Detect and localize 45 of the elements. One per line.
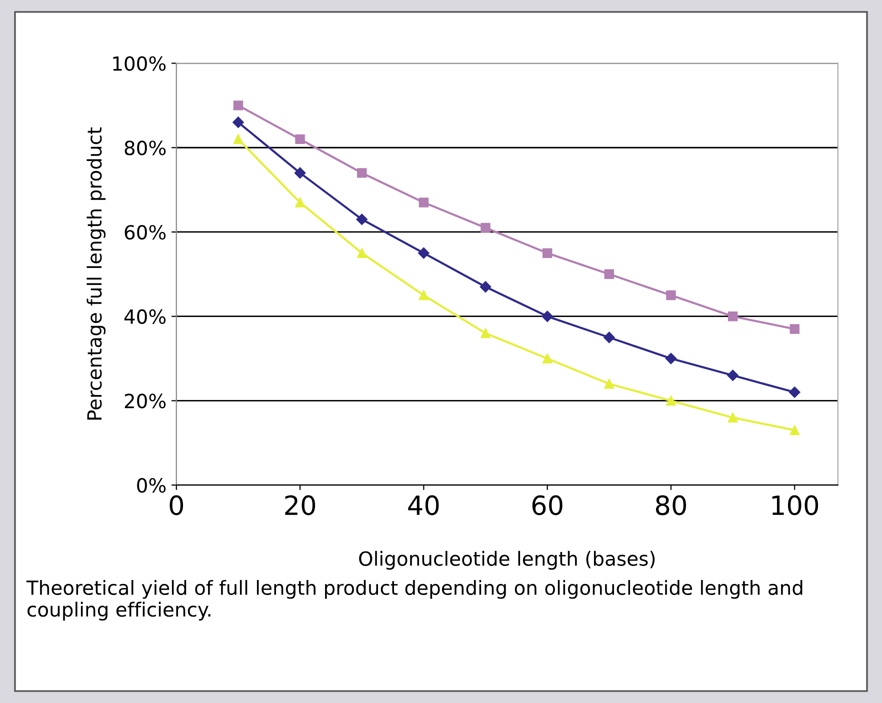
point: [480, 222, 490, 233]
point: [418, 290, 429, 300]
point: [727, 370, 738, 382]
point: [666, 396, 676, 406]
y-tick-label: 100%: [113, 56, 166, 71]
point: [790, 324, 800, 334]
y-tick-label: 40%: [124, 309, 166, 324]
y-tick-label: 80%: [124, 140, 166, 156]
point: [666, 290, 676, 300]
point: [542, 354, 552, 364]
point: [604, 269, 614, 280]
point: [418, 198, 429, 208]
point: [728, 412, 738, 422]
point: [665, 352, 677, 364]
point: [728, 311, 738, 322]
y-tick-label: 60%: [124, 224, 166, 240]
point: [542, 248, 552, 258]
x-tick-label: 20: [285, 495, 316, 516]
y-axis-title: Percentage full length product: [86, 127, 106, 420]
point: [604, 378, 614, 389]
point: [233, 134, 244, 144]
text: Theoretical yield of full length product depending on oligonucleotide length and coupling efficiency.: [26, 580, 802, 621]
point: [356, 214, 368, 225]
point: [789, 386, 800, 398]
point: [480, 328, 490, 338]
point: [232, 116, 244, 128]
point: [233, 100, 244, 110]
x-tick-label: 40: [408, 495, 439, 516]
x-tick-label: 60: [532, 495, 562, 516]
point: [294, 167, 306, 179]
point: [418, 247, 430, 259]
x-axis-title: Oligonucleotide length (bases): [359, 550, 655, 570]
point: [357, 248, 367, 258]
point: [295, 134, 305, 144]
y-tick-label: 20%: [124, 394, 166, 408]
point: [357, 168, 367, 178]
point: [295, 198, 305, 208]
point: [480, 281, 492, 292]
x-tick-label: 0: [170, 495, 184, 516]
x-tick-label: 80: [656, 495, 686, 516]
y-tick-label: 0%: [137, 478, 166, 493]
point: [542, 310, 553, 322]
x-tick-label: 100: [772, 495, 818, 516]
point: [790, 425, 800, 436]
point: [604, 332, 615, 344]
